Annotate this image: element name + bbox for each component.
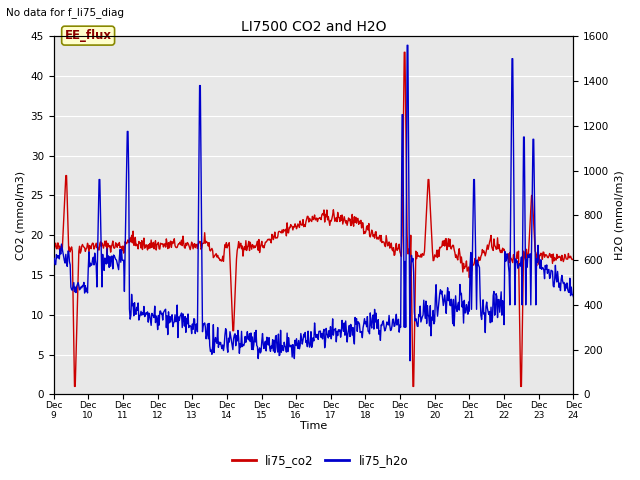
- Y-axis label: H2O (mmol/m3): H2O (mmol/m3): [615, 170, 625, 260]
- Text: EE_flux: EE_flux: [65, 29, 111, 42]
- Legend: li75_co2, li75_h2o: li75_co2, li75_h2o: [227, 449, 413, 472]
- X-axis label: Time: Time: [300, 421, 327, 432]
- Title: LI7500 CO2 and H2O: LI7500 CO2 and H2O: [241, 20, 387, 34]
- Y-axis label: CO2 (mmol/m3): CO2 (mmol/m3): [15, 171, 25, 260]
- Text: No data for f_li75_diag: No data for f_li75_diag: [6, 7, 124, 18]
